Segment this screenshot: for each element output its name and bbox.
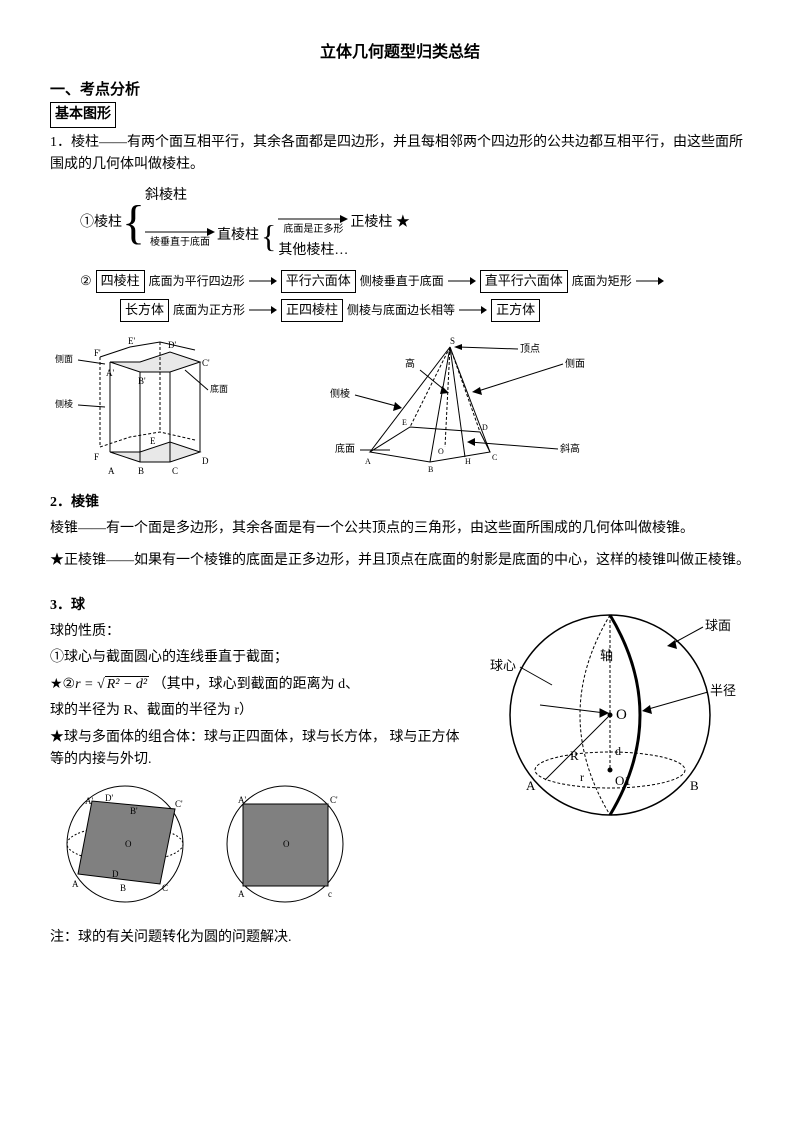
svg-text:D': D'	[168, 340, 176, 350]
sphere-formula: ★②r = √R² − d² （其中，球心到截面的距离为 d、	[50, 674, 460, 696]
svg-text:轴: 轴	[600, 648, 613, 663]
svg-text:F': F'	[94, 348, 101, 358]
svg-text:R: R	[570, 748, 579, 763]
svg-text:D': D'	[105, 793, 113, 803]
sphere-property-1: ①球心与截面圆心的连线垂直于截面；	[50, 647, 460, 669]
svg-text:C: C	[162, 883, 168, 893]
svg-text:r: r	[580, 770, 584, 784]
hex-prism-figure: 侧面 侧棱 底面 A B C D E F A' B' C' D' E' F'	[50, 332, 260, 482]
svg-text:E': E'	[128, 336, 135, 346]
prism-classification-tree: ①棱柱 { 斜棱柱 棱垂直于底面 直棱柱 { 底面是正多形 正棱柱 ★ 其他棱柱…	[80, 185, 750, 262]
svg-text:D: D	[202, 456, 209, 466]
svg-text:底面: 底面	[335, 442, 355, 455]
section-2-heading: 2．棱锥	[50, 492, 750, 514]
sphere-radius-note: 球的半径为 R、截面的半径为 r）	[50, 700, 460, 722]
svg-text:C': C'	[175, 799, 183, 809]
section-3-heading: 3．球	[50, 595, 460, 617]
svg-text:A: A	[365, 457, 371, 466]
svg-text:底面: 底面	[210, 383, 228, 394]
svg-text:侧棱: 侧棱	[330, 387, 350, 400]
svg-text:C: C	[172, 466, 178, 476]
svg-text:O: O	[616, 707, 627, 723]
svg-text:A': A'	[238, 795, 246, 805]
svg-text:侧面: 侧面	[565, 357, 585, 370]
svg-text:D: D	[482, 423, 488, 432]
svg-text:S: S	[450, 336, 455, 346]
svg-text:O1: O1	[615, 773, 631, 788]
paragraph-prism-def: 1．棱柱——有两个面互相平行，其余各面都是四边形，并且每相邻两个四边形的公共边都…	[50, 132, 750, 177]
sphere-square-figure: A c C' A' O	[210, 779, 360, 909]
page-title: 立体几何题型归类总结	[50, 40, 750, 66]
svg-text:B': B'	[130, 806, 138, 816]
paragraph-regular-pyramid: ★正棱锥——如果有一个棱锥的底面是正多边形，并且顶点在底面的射影是底面的中心，这…	[50, 550, 750, 572]
quadprism-chain-1: ②四棱柱 底面为平行四边形 平行六面体 侧棱垂直于底面 直平行六面体 底面为矩形	[80, 270, 750, 293]
svg-text:B: B	[138, 466, 144, 476]
sphere-parallelogram-figure: A B C D A' B' C' D' O	[50, 779, 200, 909]
svg-text:H: H	[465, 457, 471, 466]
svg-text:侧面: 侧面	[55, 353, 73, 364]
svg-text:侧棱: 侧棱	[55, 398, 73, 409]
svg-text:O: O	[283, 839, 290, 849]
svg-text:半径: 半径	[710, 683, 736, 698]
svg-text:球面: 球面	[705, 618, 731, 633]
boxed-heading: 基本图形	[50, 102, 750, 128]
pyramid-figure: 顶点 侧面 高 侧棱 底面 斜高 S A B C D E O H	[290, 332, 610, 482]
svg-text:E: E	[150, 436, 156, 446]
sphere-main-figure: 球心 轴 球面 半径 O O1 A B R r d	[470, 585, 750, 845]
paragraph-pyramid-def: 棱锥——有一个面是多边形，其余各面是有一个公共顶点的三角形，由这些面所围成的几何…	[50, 518, 750, 540]
svg-text:B': B'	[138, 376, 146, 386]
section-1-heading: 一、考点分析	[50, 78, 750, 102]
svg-text:顶点: 顶点	[520, 343, 540, 355]
svg-text:A: A	[526, 778, 536, 793]
svg-text:C': C'	[202, 358, 210, 368]
sphere-combo: ★球与多面体的组合体：球与正四面体，球与长方体， 球与正方体等的内接与外切.	[50, 727, 460, 772]
svg-text:C': C'	[330, 795, 338, 805]
svg-text:B: B	[428, 465, 433, 474]
svg-text:A: A	[72, 879, 79, 889]
sphere-properties-label: 球的性质：	[50, 621, 460, 643]
svg-text:F: F	[94, 452, 99, 462]
svg-text:O: O	[125, 839, 132, 849]
svg-text:高: 高	[405, 357, 415, 370]
note: 注：球的有关问题转化为圆的问题解决.	[50, 927, 750, 949]
svg-text:D: D	[112, 869, 119, 879]
svg-text:A: A	[108, 466, 115, 476]
svg-text:d: d	[615, 744, 621, 758]
svg-text:A': A'	[106, 368, 114, 378]
svg-text:A: A	[238, 889, 245, 899]
svg-text:B: B	[120, 883, 126, 893]
svg-text:B: B	[690, 778, 699, 793]
svg-text:A': A'	[85, 796, 93, 806]
quadprism-chain-2: 长方体 底面为正方形 正四棱柱 侧棱与底面边长相等 正方体	[120, 299, 750, 322]
svg-text:E: E	[402, 418, 407, 427]
svg-text:O: O	[438, 447, 444, 456]
svg-text:球心: 球心	[490, 658, 516, 673]
svg-text:C: C	[492, 453, 497, 462]
svg-text:c: c	[328, 889, 332, 899]
svg-text:斜高: 斜高	[560, 442, 580, 455]
